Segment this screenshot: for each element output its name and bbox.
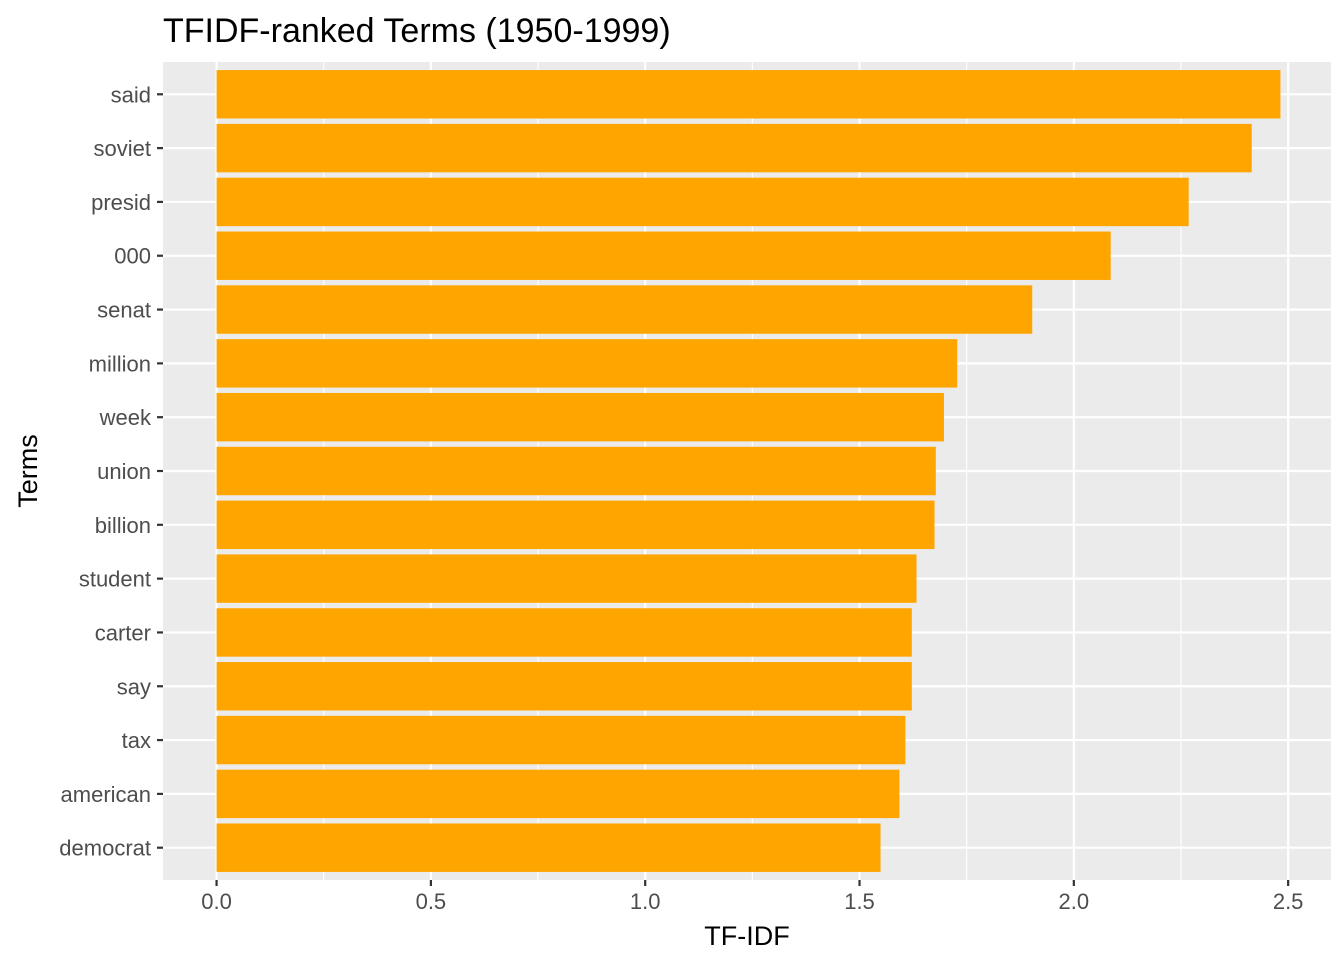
y-tick-label: billion <box>95 513 151 538</box>
y-tick-label: union <box>97 459 151 484</box>
x-axis-title: TF-IDF <box>704 921 789 951</box>
y-tick-label: american <box>61 782 151 807</box>
y-tick-label: democrat <box>59 836 151 861</box>
y-tick-label: week <box>99 405 152 430</box>
x-axis: 0.0 0.5 1.0 1.5 2.0 2.5 <box>201 880 1303 914</box>
bar-american <box>216 769 900 819</box>
y-tick-label: carter <box>95 620 151 645</box>
bars <box>216 70 1281 872</box>
y-tick-label: said <box>111 82 151 107</box>
bar-tax <box>216 715 906 765</box>
x-tick-label: 2.0 <box>1059 889 1090 914</box>
x-tick-label: 1.0 <box>630 889 661 914</box>
x-tick-label: 1.5 <box>844 889 875 914</box>
bar-billion <box>216 500 935 550</box>
bar-000 <box>216 231 1111 280</box>
y-tick-label: senat <box>97 298 151 323</box>
bar-carter <box>216 608 912 657</box>
bar-democrat <box>216 823 881 872</box>
chart-title: TFIDF-ranked Terms (1950-1999) <box>163 12 671 50</box>
bar-senat <box>216 285 1033 334</box>
bar-union <box>216 446 936 496</box>
bar-presid <box>216 177 1189 227</box>
x-tick-label: 2.5 <box>1273 889 1304 914</box>
bar-million <box>216 339 958 388</box>
bar-say <box>216 662 912 711</box>
bar-student <box>216 554 917 603</box>
y-tick-label: million <box>89 351 151 376</box>
y-axis-title: Terms <box>13 434 43 508</box>
bar-week <box>216 392 944 442</box>
y-tick-label: tax <box>122 728 151 753</box>
y-tick-label: presid <box>91 190 151 215</box>
bar-said <box>216 70 1281 119</box>
bar-soviet <box>216 123 1252 173</box>
y-tick-label: say <box>117 674 151 699</box>
x-tick-label: 0.0 <box>201 889 232 914</box>
y-axis: said soviet presid 000 senat million week union… <box>59 82 163 861</box>
x-tick-label: 0.5 <box>416 889 447 914</box>
y-tick-label: soviet <box>94 136 151 161</box>
y-tick-label: student <box>79 567 151 592</box>
y-tick-label: 000 <box>114 244 151 269</box>
